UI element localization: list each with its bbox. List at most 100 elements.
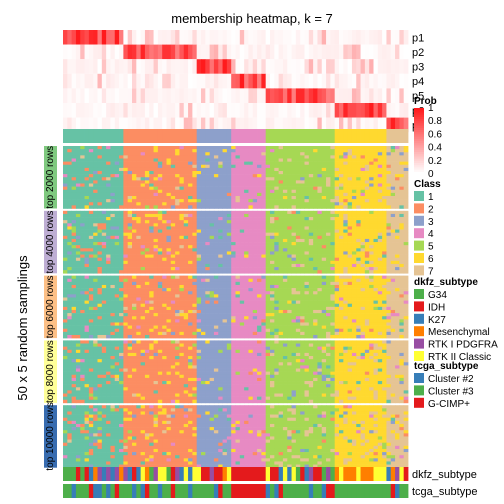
membership-cell bbox=[192, 254, 198, 258]
membership-cell bbox=[274, 226, 280, 230]
membership-cell bbox=[287, 294, 292, 298]
membership-cell bbox=[97, 278, 103, 283]
class-cell bbox=[386, 129, 392, 143]
membership-cell bbox=[106, 263, 111, 268]
membership-cell bbox=[166, 223, 172, 227]
membership-cell bbox=[166, 205, 172, 209]
membership-cell bbox=[386, 251, 392, 255]
membership-cell bbox=[295, 270, 301, 274]
membership-cell bbox=[119, 316, 124, 320]
membership-cell bbox=[188, 297, 193, 301]
membership-cell bbox=[157, 284, 163, 289]
membership-cell bbox=[351, 205, 357, 209]
prob-cell bbox=[188, 103, 193, 118]
membership-cell bbox=[218, 180, 223, 184]
membership-cell bbox=[334, 174, 340, 178]
membership-cell bbox=[270, 291, 275, 295]
membership-cell bbox=[153, 223, 159, 227]
prob-cell bbox=[101, 117, 107, 133]
membership-cell bbox=[330, 245, 336, 249]
membership-cell bbox=[304, 177, 310, 181]
membership-cell bbox=[330, 303, 336, 308]
membership-cell bbox=[209, 303, 215, 308]
membership-cell bbox=[239, 297, 245, 301]
membership-cell bbox=[136, 242, 142, 246]
membership-cell bbox=[101, 158, 107, 162]
membership-cell bbox=[265, 238, 271, 243]
membership-cell bbox=[63, 192, 68, 197]
membership-cell bbox=[351, 180, 357, 184]
membership-cell bbox=[382, 297, 387, 301]
membership-cell bbox=[270, 180, 275, 184]
membership-cell bbox=[244, 235, 249, 240]
membership-cell bbox=[261, 248, 267, 252]
membership-cell bbox=[63, 183, 68, 187]
membership-cell bbox=[282, 149, 288, 153]
membership-cell bbox=[157, 254, 163, 258]
membership-cell bbox=[153, 238, 159, 243]
membership-cell bbox=[183, 213, 189, 218]
membership-cell bbox=[231, 155, 236, 159]
membership-cell bbox=[162, 291, 167, 295]
membership-cell bbox=[170, 161, 176, 166]
membership-cell bbox=[205, 158, 211, 162]
membership-cell bbox=[222, 217, 228, 221]
membership-cell bbox=[291, 177, 297, 181]
membership-cell bbox=[282, 300, 288, 305]
membership-cell bbox=[75, 248, 81, 252]
class-cell bbox=[278, 129, 284, 143]
membership-cell bbox=[399, 217, 405, 221]
membership-cell bbox=[192, 235, 198, 240]
membership-cell bbox=[157, 174, 163, 178]
membership-cell bbox=[326, 263, 331, 268]
membership-cell bbox=[97, 155, 103, 159]
membership-cell bbox=[192, 226, 198, 230]
membership-cell bbox=[351, 270, 357, 274]
membership-cell bbox=[114, 205, 120, 209]
membership-cell bbox=[295, 183, 301, 187]
membership-cell bbox=[235, 196, 241, 200]
prob-cell bbox=[274, 73, 280, 89]
membership-cell bbox=[291, 174, 297, 178]
membership-cell bbox=[244, 300, 249, 305]
membership-cell bbox=[373, 189, 379, 194]
membership-cell bbox=[343, 146, 349, 150]
membership-cell bbox=[386, 202, 392, 206]
membership-cell bbox=[213, 278, 219, 283]
membership-cell bbox=[382, 210, 387, 215]
membership-cell bbox=[339, 232, 344, 237]
membership-cell bbox=[213, 189, 219, 194]
membership-cell bbox=[132, 294, 137, 298]
membership-cell bbox=[257, 146, 262, 150]
membership-cell bbox=[166, 180, 172, 184]
membership-cell bbox=[274, 149, 280, 153]
membership-cell bbox=[317, 313, 323, 317]
membership-cell bbox=[110, 278, 116, 283]
membership-cell bbox=[101, 226, 107, 230]
membership-cell bbox=[239, 146, 245, 150]
prob-cell bbox=[97, 30, 103, 45]
membership-cell bbox=[170, 167, 176, 172]
membership-cell bbox=[140, 238, 146, 243]
prob-cell bbox=[395, 59, 400, 74]
membership-cell bbox=[84, 270, 90, 274]
membership-cell bbox=[136, 313, 142, 317]
prob-row-label: p1 bbox=[412, 32, 424, 44]
membership-cell bbox=[205, 167, 211, 172]
membership-cell bbox=[127, 213, 133, 218]
prob-cell bbox=[175, 117, 180, 133]
membership-cell bbox=[209, 155, 215, 159]
membership-cell bbox=[369, 146, 374, 150]
membership-cell bbox=[261, 155, 267, 159]
membership-cell bbox=[313, 210, 318, 215]
membership-cell bbox=[97, 167, 103, 172]
membership-cell bbox=[213, 186, 219, 191]
membership-cell bbox=[373, 248, 379, 252]
membership-cell bbox=[170, 158, 176, 162]
membership-cell bbox=[339, 254, 344, 258]
membership-cell bbox=[157, 245, 163, 249]
membership-cell bbox=[278, 278, 284, 283]
membership-cell bbox=[201, 171, 206, 175]
membership-cell bbox=[300, 158, 305, 162]
membership-cell bbox=[136, 267, 142, 271]
